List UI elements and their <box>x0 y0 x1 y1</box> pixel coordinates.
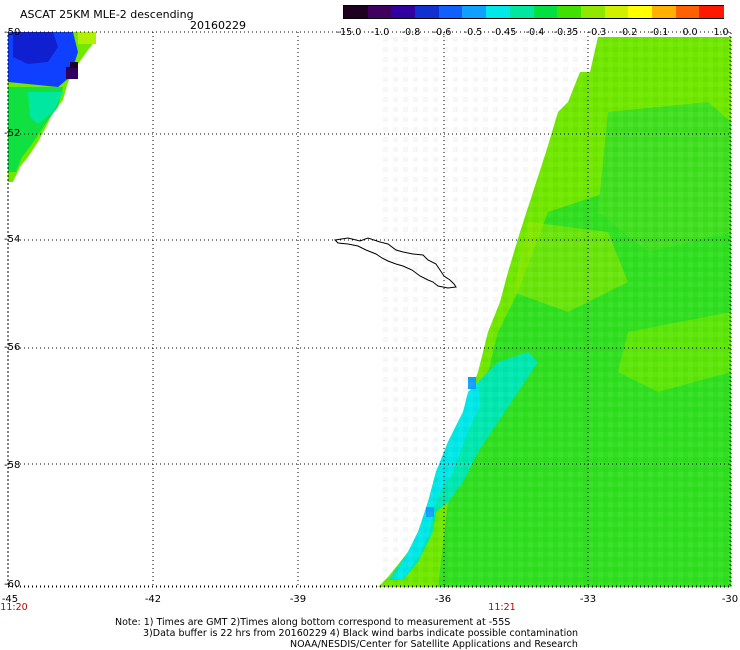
map-border <box>7 31 732 588</box>
swath-topleft-deepblue <box>13 32 58 64</box>
latitude-label: -58 <box>4 460 21 471</box>
colorbar-tick-label: -0.35 <box>553 27 579 38</box>
swath-topleft-cyan <box>28 92 63 124</box>
colorbar-swatch <box>557 6 582 18</box>
colorbar-swatch <box>344 6 369 18</box>
colorbar-swatch <box>391 6 417 18</box>
time-label-left: 11:20 <box>0 602 28 613</box>
colorbar-tick-label: -0.6 <box>432 27 452 38</box>
latitude-label: -54 <box>4 234 21 245</box>
colorbar-tick-label: -0.4 <box>525 27 545 38</box>
colorbar <box>343 5 724 19</box>
colorbar-tick-label: -0.1 <box>649 27 669 38</box>
swath-map <box>7 31 732 588</box>
time-label-mid: 11:21 <box>488 602 516 613</box>
island-outline <box>333 237 457 289</box>
longitude-label: -45 <box>1 594 19 605</box>
colorbar-swatch <box>438 6 464 18</box>
colorbar-swatch <box>367 6 393 18</box>
colorbar-swatch <box>628 6 653 18</box>
swath-texture <box>378 37 731 587</box>
colorbar-tick-label: -0.8 <box>401 27 421 38</box>
colorbar-tick-label: 0.0 <box>682 27 698 38</box>
colorbar-swatch <box>604 6 630 18</box>
note-line-3: NOAA/NESDIS/Center for Satellite Applica… <box>290 639 578 650</box>
longitude-label: -36 <box>434 594 452 605</box>
longitude-label: -30 <box>721 594 739 605</box>
colorbar-swatch <box>415 6 440 18</box>
chart-title: ASCAT 25KM MLE-2 descending <box>20 8 194 21</box>
colorbar-swatch <box>580 6 606 18</box>
colorbar-swatch <box>462 6 488 18</box>
latitude-label: -56 <box>4 342 21 353</box>
colorbar-swatch <box>699 6 724 18</box>
longitude-label: -42 <box>144 594 162 605</box>
chart-date: 20160229 <box>190 19 246 32</box>
longitude-label: -33 <box>579 594 597 605</box>
latitude-label: -50 <box>4 27 21 38</box>
swath-topleft-purple <box>66 67 78 79</box>
colorbar-swatch <box>509 6 535 18</box>
latitude-label: -52 <box>4 128 21 139</box>
latitude-label: -60 <box>4 579 21 590</box>
colorbar-swatch <box>533 6 559 18</box>
longitude-label: -39 <box>289 594 307 605</box>
note-line-2: 3)Data buffer is 22 hrs from 20160229 4)… <box>143 628 579 639</box>
swath-topleft-yellow <box>78 32 96 44</box>
note-line-1: Note: 1) Times are GMT 2)Times along bot… <box>115 617 511 628</box>
colorbar-swatch <box>486 6 511 18</box>
colorbar-swatch <box>675 6 701 18</box>
swath-topleft-purple-2 <box>70 62 78 68</box>
colorbar-swatch <box>651 6 677 18</box>
